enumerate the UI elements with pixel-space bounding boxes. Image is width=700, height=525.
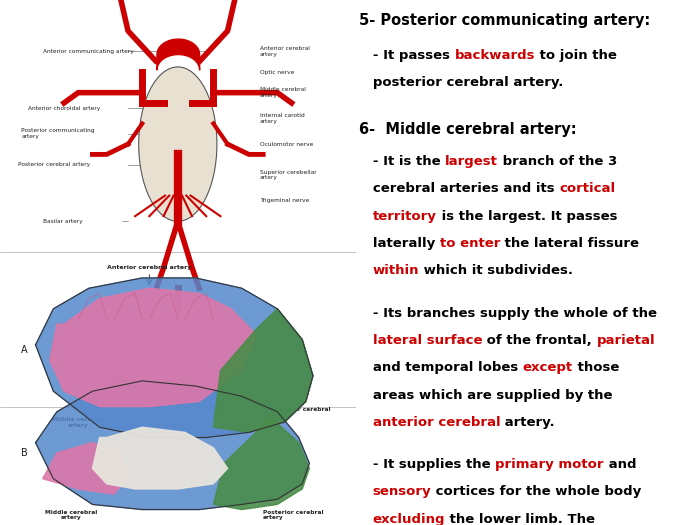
Text: laterally: laterally bbox=[359, 237, 440, 250]
Text: largest: largest bbox=[445, 155, 498, 168]
Polygon shape bbox=[36, 381, 309, 510]
Text: Anterior cerebral artery: Anterior cerebral artery bbox=[107, 265, 192, 270]
Text: those: those bbox=[573, 361, 619, 374]
Polygon shape bbox=[92, 427, 228, 489]
Text: Anterior cerebral artery: Anterior cerebral artery bbox=[107, 379, 192, 383]
Text: Anterior cerebral
artery: Anterior cerebral artery bbox=[260, 46, 309, 57]
Text: the lateral fissure: the lateral fissure bbox=[500, 237, 639, 250]
Text: except: except bbox=[523, 361, 573, 374]
Text: Middle cerebral
artery: Middle cerebral artery bbox=[45, 510, 97, 520]
Text: lateral surface: lateral surface bbox=[372, 334, 482, 347]
Text: and: and bbox=[603, 458, 636, 471]
Text: 6-  Middle cerebral artery:: 6- Middle cerebral artery: bbox=[359, 122, 576, 138]
Text: Posterior cerebral artery: Posterior cerebral artery bbox=[18, 162, 90, 167]
Text: Anterior communicating artery: Anterior communicating artery bbox=[43, 49, 134, 54]
Polygon shape bbox=[50, 288, 256, 407]
Text: Posterior communicating
artery: Posterior communicating artery bbox=[21, 129, 94, 139]
Text: backwards: backwards bbox=[454, 49, 535, 61]
Text: Posterior cerebral
artery: Posterior cerebral artery bbox=[263, 510, 324, 520]
Text: the lower limb. The: the lower limb. The bbox=[445, 513, 595, 525]
Polygon shape bbox=[214, 417, 309, 510]
Text: primary motor: primary motor bbox=[495, 458, 603, 471]
Text: posterior cerebral artery.: posterior cerebral artery. bbox=[359, 76, 563, 89]
Text: - It passes: - It passes bbox=[359, 49, 454, 61]
Text: cortices for the whole body: cortices for the whole body bbox=[431, 486, 641, 498]
Text: Trigeminal nerve: Trigeminal nerve bbox=[260, 198, 309, 203]
Text: within: within bbox=[372, 264, 419, 277]
Text: - It is the: - It is the bbox=[359, 155, 445, 168]
Polygon shape bbox=[214, 309, 313, 433]
Text: Oculomotor nerve: Oculomotor nerve bbox=[260, 142, 313, 146]
Ellipse shape bbox=[139, 67, 217, 222]
Text: and temporal lobes: and temporal lobes bbox=[359, 361, 523, 374]
Text: - Its branches supply the whole of the: - Its branches supply the whole of the bbox=[359, 307, 657, 320]
Text: excluding: excluding bbox=[372, 513, 445, 525]
Text: Posterior cerebral
artery: Posterior cerebral artery bbox=[270, 407, 331, 417]
Text: Superior cerebellar
artery: Superior cerebellar artery bbox=[260, 170, 316, 181]
Text: artery.: artery. bbox=[500, 416, 555, 429]
Text: Basilar artery: Basilar artery bbox=[43, 219, 83, 224]
Polygon shape bbox=[36, 278, 313, 437]
Text: territory: territory bbox=[372, 209, 437, 223]
Text: - It supplies the: - It supplies the bbox=[359, 458, 495, 471]
Text: B: B bbox=[21, 448, 28, 458]
Text: Optic nerve: Optic nerve bbox=[260, 69, 294, 75]
Text: 5- Posterior communicating artery:: 5- Posterior communicating artery: bbox=[359, 13, 650, 28]
Polygon shape bbox=[214, 309, 313, 433]
Text: A: A bbox=[21, 345, 28, 355]
Text: to join the: to join the bbox=[535, 49, 617, 61]
Text: cortical: cortical bbox=[559, 182, 615, 195]
Text: Middle cerebral
artery: Middle cerebral artery bbox=[260, 87, 305, 98]
Text: areas which are supplied by the: areas which are supplied by the bbox=[359, 388, 612, 402]
Text: cerebral arteries and its: cerebral arteries and its bbox=[359, 182, 559, 195]
Polygon shape bbox=[43, 443, 128, 494]
Text: sensory: sensory bbox=[372, 486, 431, 498]
Text: Anterior choroidal artery: Anterior choroidal artery bbox=[29, 106, 101, 111]
Text: to enter: to enter bbox=[440, 237, 500, 250]
Text: parietal: parietal bbox=[596, 334, 655, 347]
Text: which it subdivides.: which it subdivides. bbox=[419, 264, 573, 277]
Text: Internal carotid
artery: Internal carotid artery bbox=[260, 113, 304, 124]
Text: Middle cerebral
artery: Middle cerebral artery bbox=[52, 417, 104, 428]
Text: anterior cerebral: anterior cerebral bbox=[372, 416, 500, 429]
Text: is the largest. It passes: is the largest. It passes bbox=[437, 209, 617, 223]
Text: branch of the 3: branch of the 3 bbox=[498, 155, 617, 168]
Text: of the frontal,: of the frontal, bbox=[482, 334, 596, 347]
